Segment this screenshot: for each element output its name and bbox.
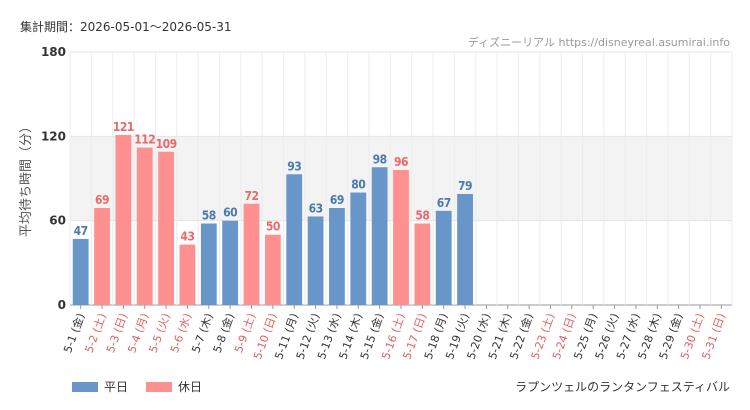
data-label: 72 (245, 189, 259, 203)
legend-holiday-swatch (146, 381, 173, 392)
attraction-name: ラプンツェルのランタンフェスティバル (515, 380, 730, 394)
data-label: 79 (458, 179, 472, 193)
legend-weekday: 平日 (72, 378, 128, 395)
data-label: 67 (437, 196, 451, 210)
data-label: 60 (223, 206, 237, 220)
bar (158, 151, 174, 305)
bar (94, 208, 110, 305)
y-tick-label: 180 (41, 45, 66, 59)
bar (371, 167, 388, 305)
y-axis-label: 平均待ち時間（分） (19, 120, 34, 237)
bar (179, 244, 196, 305)
data-label: 58 (202, 208, 216, 222)
period-label: 集計期間：2026-05-01～2026-05-31 (20, 20, 232, 34)
bar (72, 238, 89, 305)
legend-holiday: 休日 (146, 378, 202, 395)
legend-weekday-label: 平日 (104, 380, 129, 394)
data-label: 58 (415, 208, 429, 222)
bar (222, 220, 239, 305)
bar (393, 170, 409, 305)
bar (243, 203, 260, 305)
data-label: 93 (287, 159, 301, 173)
bar (457, 193, 473, 305)
data-label: 96 (394, 155, 408, 169)
data-label: 80 (351, 178, 365, 192)
bar (414, 223, 431, 305)
bar (264, 234, 281, 305)
legend-holiday-label: 休日 (178, 380, 203, 394)
bar (200, 223, 217, 305)
data-label: 63 (309, 201, 323, 215)
legend: 平日 休日 (72, 378, 202, 395)
bar (286, 174, 303, 305)
data-label: 43 (180, 230, 194, 244)
y-tick-label: 0 (58, 298, 66, 312)
legend-weekday-swatch (72, 381, 98, 392)
data-label: 98 (373, 152, 387, 166)
data-label: 112 (134, 133, 155, 147)
data-label: 50 (266, 220, 280, 234)
bar (115, 134, 132, 305)
data-label: 121 (113, 120, 134, 134)
bar (350, 192, 367, 305)
bar (307, 216, 324, 305)
data-label: 69 (95, 193, 109, 207)
data-label: 47 (74, 224, 88, 238)
bar (329, 208, 345, 305)
y-tick-label: 60 (49, 214, 66, 228)
bar (435, 210, 452, 305)
data-label: 109 (156, 137, 177, 151)
site-credit: ディズニーリアル https://disneyreal.asumirai.inf… (467, 36, 730, 49)
bar (136, 147, 153, 305)
data-label: 69 (330, 193, 344, 207)
y-tick-label: 120 (41, 129, 66, 143)
